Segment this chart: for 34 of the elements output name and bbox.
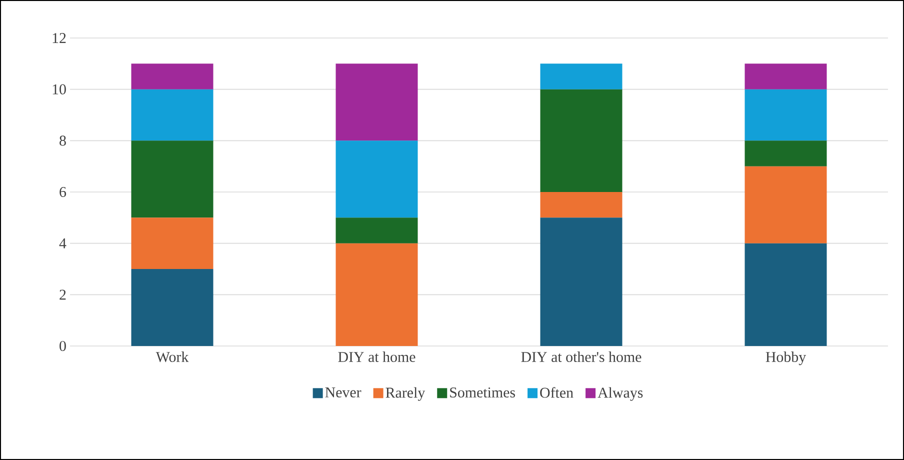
x-tick-label: Hobby — [766, 352, 806, 366]
y-tick-label: 8 — [60, 136, 66, 146]
bar — [540, 89, 622, 192]
bar — [131, 140, 214, 218]
bar — [131, 218, 214, 269]
y-tick-label: 0 — [60, 340, 66, 352]
x-tick-label: Work — [156, 352, 189, 362]
y-tick-label: 12 — [52, 33, 66, 43]
legend-label: Sometimes — [450, 387, 515, 398]
bar — [540, 64, 622, 90]
y-tick-label: 10 — [52, 84, 66, 94]
bar — [540, 218, 622, 346]
bar — [540, 192, 622, 218]
y-tick-label: 2 — [60, 290, 66, 300]
x-tick-label: DIY at home — [338, 352, 416, 362]
legend-label: Rarely — [386, 387, 426, 401]
bar — [336, 218, 418, 244]
bar — [744, 89, 827, 141]
bar — [744, 243, 827, 346]
y-tick-label: 4 — [59, 238, 66, 248]
legend-label: Never — [325, 388, 362, 398]
bar — [744, 64, 827, 90]
bar — [336, 140, 418, 218]
bar — [131, 64, 214, 90]
bar — [744, 166, 827, 244]
y-tick-label: 6 — [60, 186, 66, 198]
legend-label: Always — [598, 387, 643, 401]
bar — [131, 89, 214, 141]
bar — [336, 243, 418, 346]
legend-label: Often — [540, 387, 574, 398]
bar — [131, 269, 214, 346]
bar — [744, 140, 827, 166]
x-tick-label: DIY at other's home — [521, 352, 642, 362]
bar — [336, 64, 418, 141]
